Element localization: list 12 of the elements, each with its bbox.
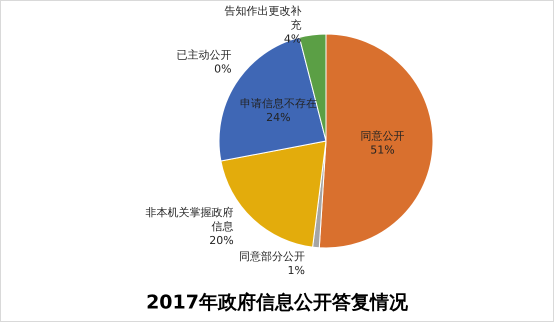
- data-label: 1%: [288, 264, 305, 277]
- text: 0%: [214, 62, 232, 76]
- slice-label: 同意公开: [360, 129, 404, 142]
- data-label: 24%: [266, 111, 291, 124]
- slice-label: 非本机关掌握政府信息: [146, 206, 234, 233]
- slice-label: 同意部分公开: [238, 250, 305, 263]
- text: 2017年政府信息公开答复情况: [146, 292, 409, 314]
- slice-label: 申请信息不存在: [240, 97, 317, 110]
- slice-label: 告知作出更改补充: [224, 4, 302, 32]
- data-label: 51%: [370, 143, 395, 156]
- data-label: 20%: [209, 234, 234, 247]
- category-label: 已主动公开: [176, 48, 232, 62]
